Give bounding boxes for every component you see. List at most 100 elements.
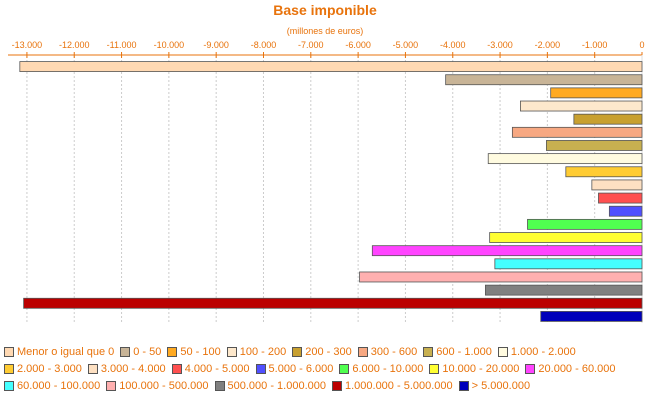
bar (494, 258, 643, 270)
bar (573, 113, 643, 125)
bar (608, 205, 643, 217)
legend-label: 50 - 100 (180, 345, 221, 358)
bars (19, 61, 643, 322)
legend-label: 600 - 1.000 (436, 345, 492, 358)
legend-label: 60.000 - 100.000 (17, 379, 101, 392)
bar (550, 87, 643, 99)
legend-item: 300 - 600 (357, 344, 418, 359)
x-tick-label: -8.000 (251, 40, 277, 50)
legend-item: 1.000 - 2.000 (497, 344, 576, 359)
legend-label: 20.000 - 60.000 (538, 362, 616, 375)
x-tick-label: -1.000 (582, 40, 608, 50)
bar (540, 311, 643, 322)
legend-swatch (292, 346, 303, 357)
legend-item: 0 - 50 (120, 344, 161, 359)
legend-item: 60.000 - 100.000 (4, 378, 100, 393)
legend-label: 5.000 - 6.000 (268, 362, 334, 375)
legend-label: 6.000 - 10.000 (352, 362, 424, 375)
x-tick-label: 0 (639, 40, 644, 50)
legend-item: 200 - 300 (292, 344, 352, 359)
legend-swatch (4, 363, 14, 374)
legend-swatch (167, 346, 178, 357)
legend-swatch (214, 380, 225, 391)
chart-subtitle: (millones de euros) (286, 26, 364, 36)
bar (520, 100, 643, 112)
legend-label: 2.000 - 3.000 (17, 362, 82, 375)
x-tick-label: -3.000 (487, 40, 513, 50)
legend-label: Menor o igual que 0 (17, 345, 115, 358)
legend-item: 500.000 - 1.000.000 (214, 378, 326, 393)
x-tick-label: -6.000 (345, 40, 371, 50)
legend-swatch (255, 363, 266, 374)
legend-label: 1.000 - 2.000 (510, 345, 576, 358)
legend-label: 10.000 - 20.000 (442, 362, 520, 375)
bar (598, 192, 643, 204)
legend-swatch (120, 346, 131, 357)
legend-swatch (357, 346, 368, 357)
bar (511, 126, 643, 138)
legend-swatch (4, 346, 14, 357)
bar (359, 271, 643, 283)
x-tick-label: -9.000 (203, 40, 229, 50)
legend-swatch (171, 363, 182, 374)
grid-lines (26, 56, 596, 323)
legend-swatch (423, 346, 434, 357)
legend-swatch (525, 363, 536, 374)
legend-swatch (106, 380, 117, 391)
x-tick-label: -5.000 (393, 40, 419, 50)
legend-item: 100 - 200 (226, 344, 287, 359)
bar-chart: -13.000 -12.000 -11.000 -10.000 -9.000 -8.000… (8, 40, 645, 323)
legend-item: 10.000 - 20.000 (429, 361, 519, 376)
bar (487, 153, 643, 165)
legend-item: 5.000 - 6.000 (255, 361, 334, 376)
bar (527, 218, 643, 230)
bar (19, 61, 643, 72)
legend-item: 2.000 - 3.000 (4, 361, 82, 376)
legend-item: 6.000 - 10.000 (339, 361, 423, 376)
legend-item: 4.000 - 5.000 (171, 361, 250, 376)
legend-label: 0 - 50 (133, 345, 162, 358)
legend-label: 1.000.000 - 5.000.000 (344, 379, 453, 392)
bar (546, 140, 643, 151)
legend-swatch (429, 363, 440, 374)
x-tick-label: -12.000 (59, 40, 90, 50)
bar (489, 232, 643, 243)
legend-label: 200 - 300 (305, 345, 352, 358)
x-tick-label: -4.000 (440, 40, 466, 50)
legend-swatch (226, 346, 237, 357)
legend-item: 3.000 - 4.000 (87, 361, 166, 376)
legend-item: 50 - 100 (167, 344, 221, 359)
legend-label: > 5.000.000 (471, 379, 531, 392)
legend-swatch (87, 363, 98, 374)
bar (445, 74, 643, 86)
bar (371, 245, 643, 257)
bar (23, 297, 643, 309)
legend-swatch (4, 380, 14, 391)
legend-item: > 5.000.000 (458, 378, 531, 393)
legend-label: 300 - 600 (370, 345, 418, 358)
chart-title: Base imponible (273, 2, 377, 18)
bar (565, 166, 643, 178)
legend-label: 100.000 - 500.000 (119, 379, 209, 392)
legend-item: 1.000.000 - 5.000.000 (331, 378, 453, 393)
bar (484, 284, 643, 296)
x-tick-label: -2.000 (535, 40, 561, 50)
x-axis: -13.000 -12.000 -11.000 -10.000 -9.000 -8.000… (8, 40, 645, 323)
x-tick-label: -7.000 (298, 40, 324, 50)
bar (591, 179, 643, 191)
legend-swatch (458, 380, 469, 391)
legend-label: 500.000 - 1.000.000 (227, 379, 326, 392)
x-tick-label: -11.000 (107, 40, 137, 50)
legend-swatch (339, 363, 350, 374)
x-tick-label: -13.000 (12, 40, 43, 50)
legend-item: Menor o igual que 0 (4, 344, 114, 359)
legend-swatch (331, 380, 342, 391)
legend-label: 4.000 - 5.000 (184, 362, 250, 375)
legend: Menor o igual que 0 0 - 50 50 - 100 100 - 2… (4, 344, 648, 393)
legend-item: 100.000 - 500.000 (106, 378, 209, 393)
legend-swatch (497, 346, 508, 357)
legend-label: 100 - 200 (239, 345, 287, 358)
legend-item: 600 - 1.000 (423, 344, 492, 359)
legend-item: 20.000 - 60.000 (525, 361, 615, 376)
legend-label: 3.000 - 4.000 (100, 362, 166, 375)
